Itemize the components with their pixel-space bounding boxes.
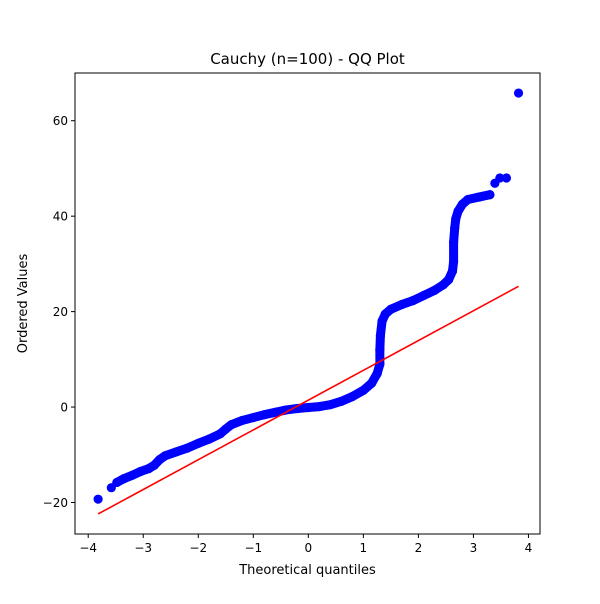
data-point-51 bbox=[474, 192, 484, 202]
x-tick-label: 3 bbox=[470, 541, 478, 555]
x-axis-label: Theoretical quantiles bbox=[238, 563, 376, 578]
data-point-19 bbox=[259, 410, 269, 420]
data-point-16 bbox=[226, 420, 236, 430]
data-point-24 bbox=[314, 401, 324, 412]
x-tick-label: −1 bbox=[244, 541, 262, 555]
data-point-45 bbox=[449, 237, 459, 248]
data-point-0 bbox=[93, 494, 103, 504]
data-point-9 bbox=[160, 451, 170, 461]
point-band bbox=[112, 190, 495, 487]
data-point-13 bbox=[204, 434, 214, 444]
plot-frame bbox=[74, 72, 541, 535]
data-point-18 bbox=[248, 412, 258, 423]
data-point-40 bbox=[430, 285, 440, 295]
y-tick-label: 60 bbox=[53, 114, 68, 128]
chart-title: Cauchy (n=100) - QQ Plot bbox=[210, 50, 405, 68]
data-point-55 bbox=[501, 173, 512, 183]
x-tick-label: −2 bbox=[189, 541, 207, 555]
data-point-42 bbox=[444, 275, 454, 285]
data-point-43 bbox=[447, 266, 458, 276]
data-point-56 bbox=[513, 88, 524, 98]
data-point-11 bbox=[182, 443, 192, 453]
data-point-50 bbox=[463, 194, 473, 205]
data-point-17 bbox=[237, 415, 247, 426]
x-tick-label: 2 bbox=[415, 541, 423, 555]
y-axis-label: Ordered Values bbox=[16, 254, 31, 354]
data-point-54 bbox=[495, 173, 505, 183]
y-tick-label: 20 bbox=[53, 305, 68, 319]
fit-line bbox=[97, 285, 519, 515]
data-point-47 bbox=[451, 213, 461, 224]
data-point-12 bbox=[193, 438, 203, 448]
x-tick-label: −4 bbox=[79, 541, 97, 555]
data-point-28 bbox=[358, 385, 368, 395]
data-point-4 bbox=[127, 470, 137, 480]
data-point-22 bbox=[292, 403, 302, 414]
data-point-38 bbox=[408, 296, 418, 306]
data-point-44 bbox=[449, 256, 459, 267]
data-point-3 bbox=[119, 474, 129, 484]
x-tick-label: 4 bbox=[525, 541, 533, 555]
x-tick-label: 0 bbox=[305, 541, 313, 555]
data-point-36 bbox=[386, 304, 396, 314]
data-point-20 bbox=[270, 407, 280, 417]
data-point-33 bbox=[375, 330, 386, 341]
data-point-52 bbox=[485, 190, 495, 200]
data-point-46 bbox=[450, 223, 460, 233]
data-point-34 bbox=[377, 316, 387, 326]
data-point-39 bbox=[419, 290, 429, 300]
data-point-29 bbox=[367, 378, 377, 388]
x-tick-label: −3 bbox=[134, 541, 152, 555]
data-point-21 bbox=[281, 405, 291, 415]
data-point-23 bbox=[303, 402, 313, 413]
data-point-2 bbox=[112, 477, 122, 488]
data-point-10 bbox=[171, 447, 181, 457]
x-tick-label: 1 bbox=[360, 541, 368, 555]
y-tick-label: 40 bbox=[53, 210, 68, 224]
y-tick-label: 0 bbox=[60, 401, 68, 415]
data-point-25 bbox=[325, 400, 335, 410]
data-point-48 bbox=[453, 206, 463, 216]
data-point-32 bbox=[375, 345, 385, 355]
data-point-27 bbox=[347, 391, 357, 402]
data-point-37 bbox=[397, 299, 407, 310]
data-point-30 bbox=[372, 369, 382, 379]
data-point-5 bbox=[135, 466, 146, 477]
y-tick-label: −20 bbox=[43, 496, 68, 510]
data-point-7 bbox=[149, 460, 159, 470]
data-point-26 bbox=[336, 396, 346, 406]
